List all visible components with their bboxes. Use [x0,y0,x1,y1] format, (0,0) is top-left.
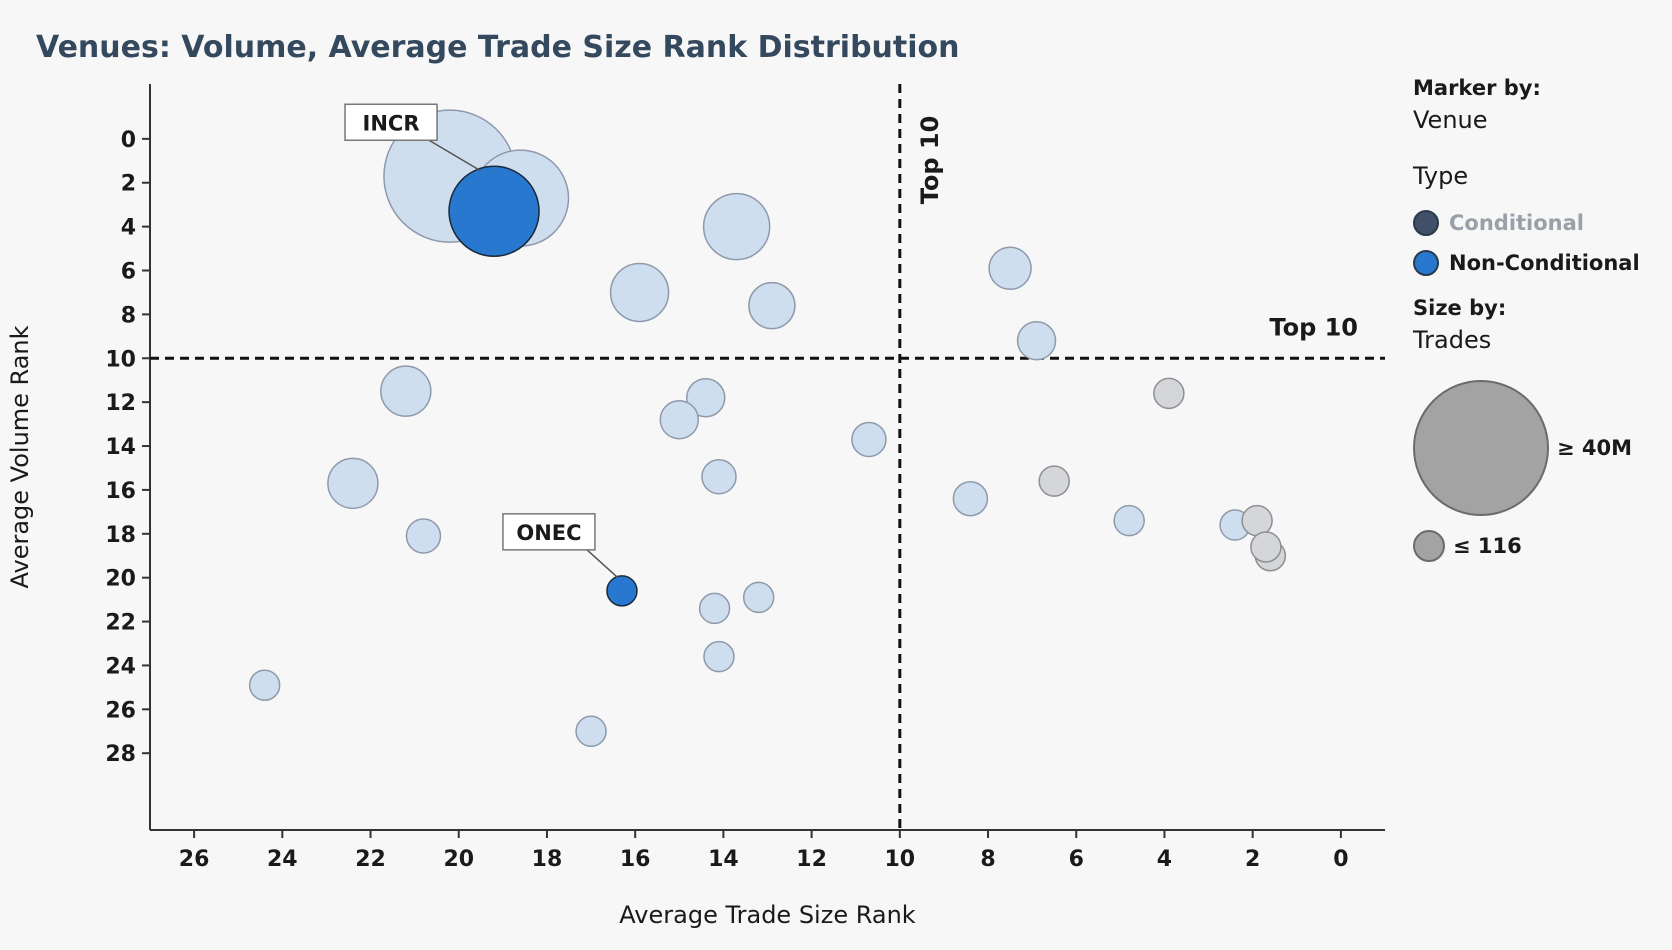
y-tick-label: 26 [105,698,136,723]
axes: 26 24 22 20 18 16 14 12 10 8 6 4 2 002468101214161820… [6,84,1385,929]
y-tick-label: 12 [105,391,136,416]
data-point [748,281,796,330]
x-tick-label: 24 [267,847,298,872]
y-tick-label: 20 [105,567,136,592]
data-point [851,421,887,458]
ref-label-horizontal: Top 10 [1269,313,1358,341]
data-point [609,262,670,323]
legend-item-conditional[interactable]: Conditional [1413,210,1663,236]
x-tick-label: 20 [443,847,474,872]
y-tick-label: 4 [121,216,136,241]
y-axis-title: Average Volume Rank [6,325,34,588]
x-tick-label: 8 [980,847,995,872]
marker-by-value: Venue [1413,106,1488,134]
size-legend-max: ≥ 40M [1413,380,1663,516]
scatter-chart: 26 24 22 20 18 16 14 12 10 8 6 4 2 002468101214161820… [6,84,1385,929]
data-point [380,365,432,417]
data-point [1016,320,1057,361]
data-point [701,458,737,495]
data-point [702,192,771,261]
y-tick-label: 22 [105,611,136,636]
x-tick-label: 26 [179,847,210,872]
x-tick-label: 22 [355,847,386,872]
data-point [1250,531,1282,563]
callout-leader [428,139,481,172]
callout-label: INCR [363,111,420,135]
data-point [698,592,731,625]
data-point [1241,504,1273,537]
size-max-label: ≥ 40M [1557,436,1633,460]
data-point [575,715,607,748]
data-point [1113,504,1145,537]
y-tick-label: 24 [105,654,136,679]
data-point [659,399,700,440]
legend-label-conditional: Conditional [1449,211,1585,235]
data-point [988,246,1032,291]
x-tick-label: 4 [1157,847,1172,872]
size-by-heading: Size by: [1413,296,1507,320]
x-tick-label: 2 [1245,847,1260,872]
data-point [248,669,281,701]
x-tick-label: 18 [532,847,563,872]
chart-title: Venues: Volume, Average Trade Size Rank … [36,30,960,65]
callout-label: ONEC [516,521,581,545]
y-tick-label: 2 [121,172,136,197]
y-tick-label: 8 [121,303,136,328]
data-point-incr [448,165,540,258]
size-max-circle [1413,380,1549,516]
marker-by-heading: Marker by: [1413,76,1541,100]
callout-leader [586,549,618,578]
size-by-value: Trades [1413,326,1492,354]
data-point [327,457,379,510]
reference-lines: Top 10 Top 10 [150,84,1385,830]
callout-box [344,103,438,142]
conditional-swatch [1413,210,1439,236]
x-axis-title: Average Trade Size Rank [619,901,915,929]
type-heading: Type [1413,162,1469,190]
data-point [703,640,735,673]
x-tick-label: 6 [1069,847,1084,872]
non-conditional-swatch [1413,250,1439,276]
data-point [952,480,989,517]
size-min-label: ≤ 116 [1453,534,1522,558]
data-points [248,109,1287,748]
data-point [1038,465,1070,497]
data-point-onec [606,575,638,607]
data-point [405,518,442,554]
x-tick-label: 10 [885,847,916,872]
size-min-circle [1413,530,1445,562]
x-tick-label: 12 [796,847,827,872]
y-tick-label: 18 [105,523,136,548]
x-tick-label: 0 [1333,847,1348,872]
data-point [742,581,775,614]
y-tick-label: 16 [105,479,136,504]
callouts: INCR ONEC [344,103,618,578]
y-tick-label: 10 [105,347,136,372]
y-tick-label: 14 [105,435,136,460]
callout-box [502,513,596,551]
data-point [686,378,726,418]
size-legend-min: ≤ 116 [1413,530,1663,562]
y-tick-label: 28 [105,742,136,767]
x-tick-label: 16 [620,847,651,872]
y-tick-label: 0 [121,128,136,153]
legend: Marker by: Venue Type Conditional Non-Co… [1413,76,1663,562]
legend-label-non-conditional: Non-Conditional [1449,251,1640,275]
data-point [1153,377,1185,410]
legend-item-non-conditional[interactable]: Non-Conditional [1413,250,1663,276]
ref-label-vertical: Top 10 [916,116,944,205]
x-tick-label: 14 [708,847,739,872]
y-tick-label: 6 [121,260,136,285]
